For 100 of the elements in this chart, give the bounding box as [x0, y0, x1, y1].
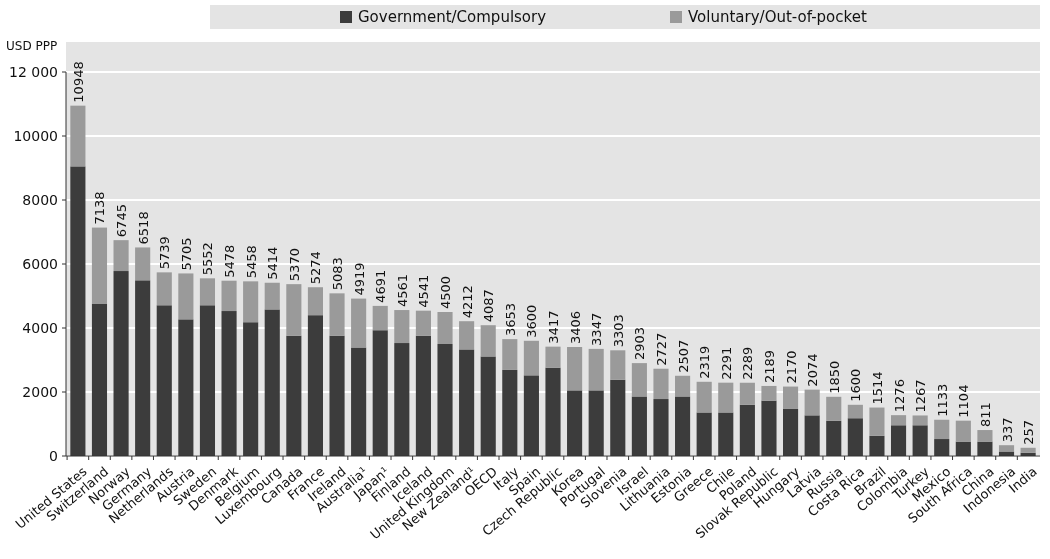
bar — [221, 280, 237, 312]
total-label: 2903 — [632, 327, 648, 361]
y-tick-label: 6000 — [22, 255, 58, 272]
total-label: 5478 — [222, 244, 238, 278]
bar — [934, 419, 950, 440]
bar — [588, 348, 604, 391]
bar — [459, 321, 475, 350]
total-label: 4561 — [394, 273, 410, 308]
total-label: 3347 — [589, 312, 605, 346]
total-label: 4500 — [438, 275, 454, 309]
y-tick-label: 2000 — [22, 383, 58, 400]
total-label: 4691 — [373, 269, 389, 303]
bar — [804, 389, 820, 416]
total-label: 5083 — [330, 257, 346, 291]
total-label: 1514 — [869, 371, 885, 405]
total-label: 1133 — [934, 383, 950, 417]
total-label: 3417 — [546, 310, 561, 344]
total-label: 3303 — [610, 314, 626, 348]
bar — [91, 227, 108, 304]
bar — [610, 350, 626, 380]
bar — [847, 404, 863, 419]
total-label: 811 — [977, 402, 993, 428]
legend-label: Voluntary/Out-of-pocket — [688, 8, 867, 27]
total-label: 4919 — [351, 262, 367, 296]
bar — [372, 305, 388, 331]
bar — [523, 340, 539, 376]
bar — [675, 375, 691, 397]
bar — [826, 396, 842, 421]
total-label: 1850 — [826, 360, 842, 394]
total-label: 3653 — [502, 303, 518, 337]
legend-label: Government/Compulsory — [358, 8, 547, 27]
total-label: 4541 — [416, 274, 432, 308]
y-tick-label: 12 000 — [9, 63, 58, 80]
bar — [696, 381, 712, 413]
bar — [135, 247, 151, 281]
bar — [113, 240, 129, 272]
total-label: 4087 — [481, 289, 497, 323]
bar — [567, 347, 583, 391]
y-axis-title: USD PPP — [6, 39, 58, 53]
total-label: 2289 — [740, 346, 756, 380]
bar — [178, 273, 194, 320]
bar — [869, 407, 885, 436]
bar — [502, 339, 518, 370]
total-label: 2291 — [718, 346, 734, 380]
bar — [156, 272, 172, 306]
total-label: 1600 — [848, 368, 864, 402]
bar — [545, 346, 561, 368]
bar — [437, 312, 453, 344]
total-label: 5414 — [265, 246, 281, 280]
total-label: 10948 — [70, 61, 86, 103]
bar — [286, 284, 302, 336]
bar — [761, 385, 777, 401]
bar — [977, 430, 993, 442]
total-label: 5705 — [178, 237, 194, 271]
y-tick-label: 8000 — [22, 191, 58, 208]
bar — [890, 415, 907, 426]
bar — [243, 281, 259, 323]
bar — [718, 382, 734, 413]
total-label: 7138 — [92, 191, 108, 225]
bar — [480, 325, 496, 357]
total-label: 4212 — [459, 285, 475, 319]
total-label: 2319 — [697, 345, 713, 379]
y-tick-label: 10000 — [13, 127, 58, 144]
bar — [264, 282, 280, 310]
total-label: 3406 — [567, 310, 583, 345]
bar — [307, 287, 323, 316]
total-label: 337 — [999, 417, 1015, 443]
bar — [415, 310, 431, 336]
total-label: 5552 — [200, 242, 216, 276]
bar — [912, 415, 928, 426]
total-label: 3600 — [524, 304, 540, 338]
bar — [351, 298, 367, 348]
bar — [653, 368, 669, 400]
bar — [998, 445, 1015, 452]
bar — [70, 105, 86, 167]
total-label: 5274 — [308, 251, 324, 285]
bar — [739, 382, 755, 405]
bar — [783, 386, 799, 409]
total-label: 2170 — [783, 350, 799, 384]
total-label: 5458 — [243, 245, 259, 279]
total-label: 5739 — [157, 236, 173, 270]
bar — [631, 363, 647, 397]
total-label: 2189 — [761, 349, 777, 383]
y-tick-label: 0 — [49, 447, 58, 464]
bar — [329, 293, 345, 336]
total-label: 2727 — [653, 332, 669, 366]
total-label: 257 — [1021, 419, 1037, 445]
total-label: 1276 — [891, 379, 907, 413]
bar — [955, 420, 971, 442]
y-tick-label: 4000 — [22, 319, 58, 336]
total-label: 6745 — [114, 204, 130, 238]
bar — [1020, 447, 1036, 453]
bar — [394, 310, 410, 344]
total-label: 6518 — [135, 211, 151, 245]
total-label: 2507 — [675, 339, 691, 373]
total-label: 2074 — [805, 353, 821, 387]
total-label: 1267 — [913, 379, 929, 413]
total-label: 1104 — [956, 384, 972, 418]
total-label: 5370 — [286, 248, 302, 282]
bar — [199, 278, 216, 306]
